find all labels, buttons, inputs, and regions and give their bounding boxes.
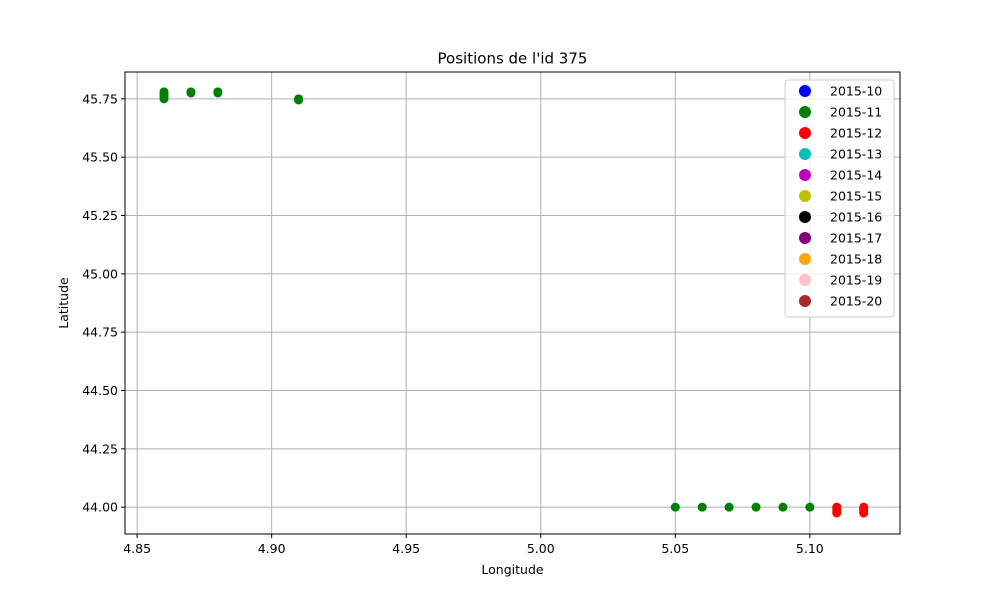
y-tick-label: 45.50 (82, 150, 118, 165)
y-tick-label: 44.50 (82, 383, 118, 398)
y-axis-title: Latitude (56, 277, 71, 329)
legend-marker (799, 232, 811, 244)
data-point-2015-11 (159, 94, 169, 104)
y-tick-label: 44.25 (82, 441, 118, 456)
y-tick-label: 45.25 (82, 208, 118, 223)
x-tick-label: 5.00 (527, 541, 555, 556)
data-point-2015-11 (670, 502, 680, 512)
data-point-2015-11 (805, 502, 815, 512)
legend-marker (799, 274, 811, 286)
x-tick-label: 4.95 (392, 541, 420, 556)
legend-label: 2015-15 (830, 189, 882, 204)
legend-marker (799, 148, 811, 160)
data-point-2015-11 (778, 502, 788, 512)
legend-marker (799, 190, 811, 202)
legend-marker (799, 253, 811, 265)
legend-marker (799, 211, 811, 223)
data-point-2015-11 (697, 502, 707, 512)
legend-marker (799, 169, 811, 181)
y-tick-label: 45.00 (82, 266, 118, 281)
data-point-2015-11 (186, 88, 196, 98)
legend-frame (784, 79, 895, 318)
legend-label: 2015-10 (830, 84, 882, 99)
x-tick-label: 5.10 (796, 541, 824, 556)
data-point-2015-11 (751, 502, 761, 512)
legend-label: 2015-20 (830, 294, 882, 309)
legend-label: 2015-16 (830, 210, 882, 225)
data-point-2015-11 (294, 95, 304, 105)
legend-label: 2015-18 (830, 252, 882, 267)
legend-label: 2015-13 (830, 147, 882, 162)
legend-marker (799, 85, 811, 97)
legend-label: 2015-12 (830, 126, 882, 141)
plot-area-frame (124, 71, 901, 535)
legend-marker (799, 106, 811, 118)
legend-marker (799, 295, 811, 307)
legend-label: 2015-14 (830, 168, 882, 183)
axis-ticks: 4.85 4.90 4.95 5.00 5.05 5.10 44.00 44.25 44.50 4… (82, 91, 824, 556)
legend-label: 2015-19 (830, 273, 882, 288)
y-tick-label: 44.75 (82, 325, 118, 340)
y-tick-label: 44.00 (82, 500, 118, 515)
legend-marker (799, 127, 811, 139)
chart-title: Positions de l'id 375 (438, 50, 588, 68)
grid-lines (125, 72, 900, 534)
y-tick-label: 45.75 (82, 91, 118, 106)
legend: 2015-10 2015-11 2015-12 2015-13 2015-14 2015-… (784, 79, 895, 318)
x-tick-label: 4.90 (258, 541, 286, 556)
x-tick-label: 5.05 (661, 541, 689, 556)
data-point-2015-12 (832, 508, 842, 518)
data-point-2015-11 (213, 88, 223, 98)
data-point-2015-12 (859, 508, 869, 518)
x-axis-title: Longitude (481, 562, 543, 577)
x-tick-label: 4.85 (123, 541, 151, 556)
data-point-2015-11 (724, 502, 734, 512)
data-points (159, 87, 869, 518)
legend-label: 2015-11 (830, 105, 882, 120)
legend-label: 2015-17 (830, 231, 882, 246)
